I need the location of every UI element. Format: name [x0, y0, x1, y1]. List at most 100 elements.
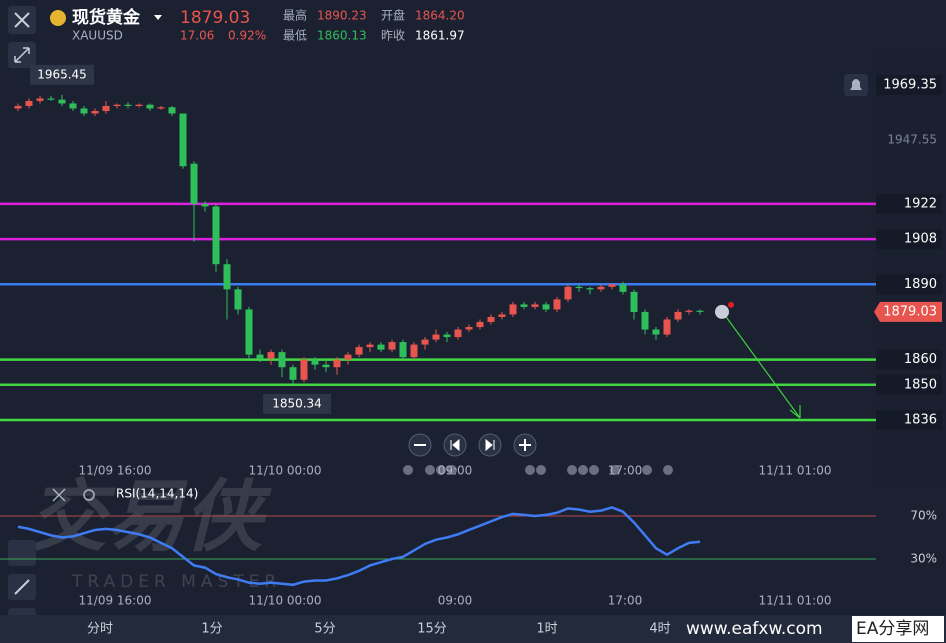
- candle-body: [344, 354, 352, 360]
- candle-body: [663, 319, 671, 335]
- watermark: 交易侠: [28, 472, 272, 562]
- candle-body: [80, 108, 88, 114]
- candle-body: [377, 344, 385, 350]
- change-pct: 0.92%: [228, 29, 266, 43]
- level-label: 1922: [904, 196, 937, 211]
- candle-body: [652, 329, 660, 335]
- x-tick-label: 09:00: [438, 464, 473, 478]
- open: 1864.20: [415, 9, 465, 23]
- candle-body: [531, 304, 539, 307]
- x-tick-label: 09:00: [438, 594, 473, 608]
- x-tick-label: 11/10 00:00: [249, 594, 322, 608]
- change: 17.06: [180, 29, 214, 43]
- tab[interactable]: 4时: [649, 622, 670, 637]
- zoom-out[interactable]: [408, 433, 432, 457]
- candle-body: [124, 104, 132, 106]
- candle-body: [443, 334, 451, 338]
- level-box: [876, 409, 942, 430]
- rsi-settings[interactable]: [83, 489, 95, 501]
- level-label: 1908: [904, 232, 937, 247]
- x-tick-label: 11/09 16:00: [79, 464, 152, 478]
- tab-bar: [0, 615, 946, 643]
- y-tick-label: 1969.35: [883, 77, 937, 92]
- rsi-title: RSI(14,14,14): [116, 487, 198, 501]
- candle-body: [608, 284, 616, 287]
- candle-body: [410, 344, 418, 358]
- candle-body: [223, 264, 231, 290]
- x-tick-label: 17:00: [608, 594, 643, 608]
- scroll-left[interactable]: [443, 433, 467, 457]
- footer-badge: [852, 616, 944, 642]
- candle-body: [421, 339, 429, 345]
- x-tick-label: 11/10 00:00: [249, 464, 322, 478]
- candle-body: [641, 311, 649, 330]
- price: 1879.03: [180, 8, 250, 28]
- candle-body: [300, 359, 308, 380]
- high: 1890.23: [317, 9, 367, 23]
- candle-body: [267, 352, 275, 359]
- max-marker: 1965.45: [37, 67, 87, 81]
- candle-body: [333, 359, 341, 368]
- last-price: 1879.03: [883, 304, 937, 319]
- candle-body: [696, 310, 704, 312]
- scroll-right[interactable]: [478, 433, 502, 457]
- tab[interactable]: 15分: [417, 622, 447, 637]
- y-tick-label: 30%: [910, 552, 937, 566]
- candle-body: [630, 291, 638, 312]
- candle-body: [157, 107, 165, 109]
- candle-body: [58, 99, 66, 104]
- level-box: [876, 349, 942, 370]
- candle-body: [553, 299, 561, 310]
- candle-body: [355, 347, 363, 355]
- rsi-line: [17, 506, 701, 587]
- gold-icon: [50, 10, 66, 26]
- dropdown-arrow[interactable]: [154, 15, 162, 20]
- footer-url: www.eafxw.com: [686, 619, 823, 639]
- candle-body: [234, 289, 242, 310]
- zoom-in[interactable]: [513, 433, 537, 457]
- collapse-button[interactable]: [8, 42, 36, 68]
- candle-body: [190, 163, 198, 204]
- x-tick-label: 11/11 01:00: [759, 464, 832, 478]
- candle-body: [454, 329, 462, 338]
- candle-body: [311, 359, 319, 365]
- high-label: 最高: [283, 8, 307, 23]
- max-box: [30, 64, 94, 85]
- candle-body: [146, 104, 154, 109]
- info-dot: [728, 301, 734, 308]
- candle-body: [201, 203, 209, 207]
- candle-body: [432, 334, 440, 340]
- tab[interactable]: 1时: [536, 622, 557, 637]
- candle-body: [91, 110, 99, 114]
- tab[interactable]: 5分: [314, 622, 335, 637]
- close-button[interactable]: [8, 6, 36, 34]
- candle-body: [69, 103, 77, 109]
- candle-body: [278, 352, 286, 368]
- candle-body: [289, 367, 297, 380]
- x-tick-label: 11/09 16:00: [79, 594, 152, 608]
- min-box: [263, 393, 331, 414]
- info-icon[interactable]: [715, 304, 729, 319]
- tab[interactable]: 分时: [87, 622, 113, 637]
- candle-body: [322, 364, 330, 368]
- event-dots[interactable]: [403, 465, 673, 475]
- level-label: 1836: [904, 412, 937, 427]
- prev: 1861.97: [415, 29, 465, 43]
- low-label: 最低: [283, 29, 307, 43]
- candle-body: [597, 286, 605, 290]
- candle-body: [168, 107, 176, 114]
- candle-body: [498, 314, 506, 317]
- alert-button[interactable]: [844, 74, 868, 96]
- rsi-close[interactable]: [52, 488, 66, 502]
- candle-body: [245, 309, 253, 355]
- level-box: [876, 274, 942, 295]
- candle-body: [542, 304, 550, 310]
- tab[interactable]: 1分: [201, 622, 222, 637]
- low: 1860.13: [317, 29, 367, 43]
- candle-body: [36, 98, 44, 101]
- signal: [723, 313, 801, 419]
- level-box: [876, 193, 942, 214]
- candle-body: [685, 310, 693, 312]
